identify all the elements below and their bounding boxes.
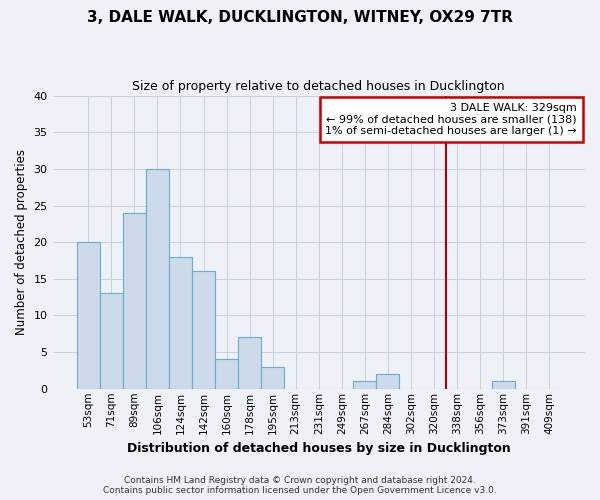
Title: Size of property relative to detached houses in Ducklington: Size of property relative to detached ho… bbox=[133, 80, 505, 93]
Bar bbox=[353, 382, 376, 389]
Bar bbox=[261, 367, 284, 389]
Bar bbox=[169, 257, 192, 389]
Text: Contains HM Land Registry data © Crown copyright and database right 2024.
Contai: Contains HM Land Registry data © Crown c… bbox=[103, 476, 497, 495]
Bar bbox=[238, 338, 261, 389]
Bar bbox=[123, 213, 146, 389]
Text: 3, DALE WALK, DUCKLINGTON, WITNEY, OX29 7TR: 3, DALE WALK, DUCKLINGTON, WITNEY, OX29 … bbox=[87, 10, 513, 25]
Text: 3 DALE WALK: 329sqm
← 99% of detached houses are smaller (138)
1% of semi-detach: 3 DALE WALK: 329sqm ← 99% of detached ho… bbox=[325, 103, 577, 136]
Bar bbox=[146, 169, 169, 389]
Bar bbox=[376, 374, 400, 389]
X-axis label: Distribution of detached houses by size in Ducklington: Distribution of detached houses by size … bbox=[127, 442, 511, 455]
Bar bbox=[491, 382, 515, 389]
Bar bbox=[192, 272, 215, 389]
Bar bbox=[215, 360, 238, 389]
Bar bbox=[77, 242, 100, 389]
Bar bbox=[100, 294, 123, 389]
Y-axis label: Number of detached properties: Number of detached properties bbox=[15, 149, 28, 335]
